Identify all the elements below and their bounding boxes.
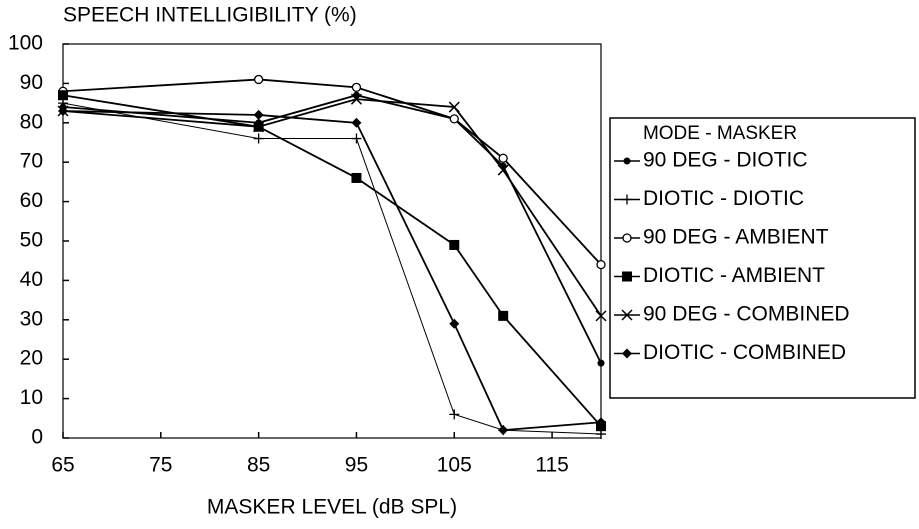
marker xyxy=(253,121,265,133)
marker xyxy=(498,425,509,436)
legend-label: 90 DEG - COMBINED xyxy=(643,303,850,326)
marker xyxy=(621,309,633,321)
series-line xyxy=(62,102,602,435)
legend-label: 90 DEG - DIOTIC xyxy=(643,149,808,172)
y-tick-label: 60 xyxy=(20,189,43,212)
marker xyxy=(449,239,460,250)
marker xyxy=(497,164,509,176)
marker xyxy=(498,310,509,321)
x-tick-label: 115 xyxy=(535,454,568,477)
marker xyxy=(622,233,632,243)
marker xyxy=(622,271,632,282)
legend-box xyxy=(609,117,916,399)
x-tick-label: 65 xyxy=(51,454,74,477)
x-tick-label: 85 xyxy=(247,454,270,477)
series-line xyxy=(62,98,602,317)
x-tick-label: 105 xyxy=(437,454,472,477)
chart-title: SPEECH INTELLIGIBILITY (%) xyxy=(63,4,357,27)
marker xyxy=(351,82,362,92)
legend-label: 90 DEG - AMBIENT xyxy=(643,226,829,249)
marker xyxy=(596,417,606,428)
y-tick-label: 10 xyxy=(20,386,43,409)
y-tick-label: 100 xyxy=(8,32,43,55)
marker xyxy=(350,93,362,105)
marker xyxy=(595,310,607,322)
marker xyxy=(58,105,68,116)
series-line xyxy=(62,94,602,364)
marker xyxy=(351,117,362,128)
marker xyxy=(253,74,264,85)
marker xyxy=(498,153,508,163)
series-line xyxy=(62,94,602,427)
y-tick-label: 30 xyxy=(20,307,43,330)
marker xyxy=(58,90,68,101)
x-tick-label: 75 xyxy=(149,454,172,477)
marker xyxy=(449,318,460,329)
legend-title: MODE - MASKER xyxy=(643,123,797,144)
marker xyxy=(623,157,631,165)
y-tick-label: 70 xyxy=(20,150,43,173)
legend-label: DIOTIC - DIOTIC xyxy=(643,187,804,210)
y-tick-label: 20 xyxy=(20,347,43,370)
y-tick-label: 90 xyxy=(20,71,43,94)
marker xyxy=(253,133,264,144)
x-tick-label: 95 xyxy=(345,454,368,477)
y-tick-label: 80 xyxy=(20,110,43,133)
marker xyxy=(449,114,459,124)
x-axis-label: MASKER LEVEL (dB SPL) xyxy=(207,496,457,519)
plot-frame xyxy=(62,43,602,439)
legend-label: DIOTIC - AMBIENT xyxy=(643,264,825,287)
marker xyxy=(351,172,362,183)
marker xyxy=(597,359,605,367)
marker xyxy=(622,194,632,205)
marker xyxy=(351,133,362,144)
marker xyxy=(253,109,264,120)
legend-label: DIOTIC - COMBINED xyxy=(643,341,846,364)
series-line xyxy=(62,110,602,432)
y-tick-label: 50 xyxy=(20,229,43,252)
marker xyxy=(449,409,460,420)
y-tick-label: 40 xyxy=(20,268,43,291)
marker xyxy=(596,259,606,270)
marker xyxy=(448,101,460,113)
marker xyxy=(622,348,632,359)
series-line xyxy=(62,78,602,266)
y-tick-label: 0 xyxy=(31,426,43,449)
